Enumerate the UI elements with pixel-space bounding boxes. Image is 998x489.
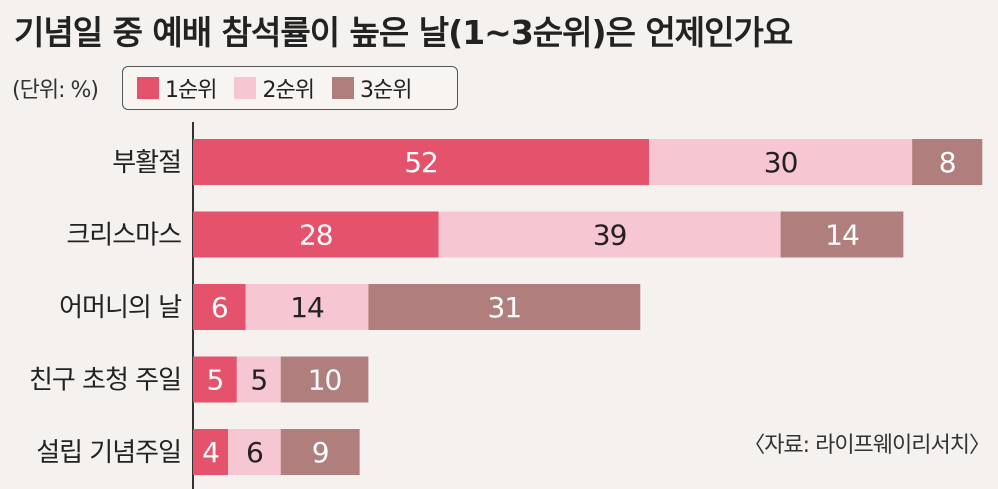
data-label: 9: [312, 436, 329, 469]
legend-label-rank2: 2순위: [262, 78, 314, 103]
data-label: 30: [764, 146, 798, 179]
legend-label-rank3: 3순위: [359, 78, 412, 103]
bar-segment: [780, 211, 904, 258]
bar-segment: [438, 211, 781, 258]
category-label: 친구 초청 주일: [29, 366, 181, 396]
bar-segment: [280, 356, 369, 403]
bar-segment: [912, 139, 983, 185]
legend-swatch-rank2: [234, 77, 257, 99]
data-label: 5: [207, 364, 224, 397]
legend-item-rank2: 2순위: [234, 72, 315, 104]
bar-segment: [193, 139, 650, 185]
legend-swatch-rank3: [331, 77, 354, 99]
bar-segment: [193, 429, 229, 475]
category-label: 어머니의 날: [59, 293, 181, 323]
data-label: 31: [488, 291, 522, 324]
data-label: 10: [308, 364, 342, 397]
category-label: 설립 기념주일: [36, 438, 181, 468]
data-label: 14: [290, 291, 324, 324]
bar-segment: [193, 284, 246, 330]
bar-segment: [193, 211, 439, 258]
legend-label-rank1: 1순위: [165, 78, 217, 103]
data-label: 6: [211, 291, 228, 324]
chart-title: 기념일 중 예배 참석률이 높은 날(1~3순위)은 언제인가요: [14, 13, 793, 52]
bar-segment: [228, 429, 281, 475]
legend-item-rank1: 1순위: [137, 72, 217, 104]
bar-segment: [368, 284, 641, 330]
data-label: 52: [404, 146, 438, 179]
data-label: 5: [250, 364, 267, 397]
data-label: 8: [939, 146, 956, 179]
legend: 1순위 2순위 3순위: [122, 66, 458, 110]
unit-label: (단위: %): [12, 78, 99, 103]
bar-segment: [236, 356, 281, 403]
data-label: 39: [593, 219, 627, 252]
data-label: 4: [202, 436, 219, 469]
bar-segment: [193, 356, 237, 403]
data-label: 28: [299, 219, 333, 252]
bar-segment: [649, 139, 913, 185]
bar-segment: [245, 284, 369, 330]
legend-swatch-rank1: [137, 77, 159, 99]
data-label: 14: [825, 219, 859, 252]
bar-segment: [280, 429, 360, 475]
legend-item-rank3: 3순위: [331, 72, 412, 104]
category-label: 크리스마스: [66, 221, 181, 251]
data-label: 6: [246, 436, 263, 469]
source-note: 〈자료: 라이프웨이리서치〉: [743, 433, 991, 458]
category-label: 부활절: [112, 148, 181, 178]
